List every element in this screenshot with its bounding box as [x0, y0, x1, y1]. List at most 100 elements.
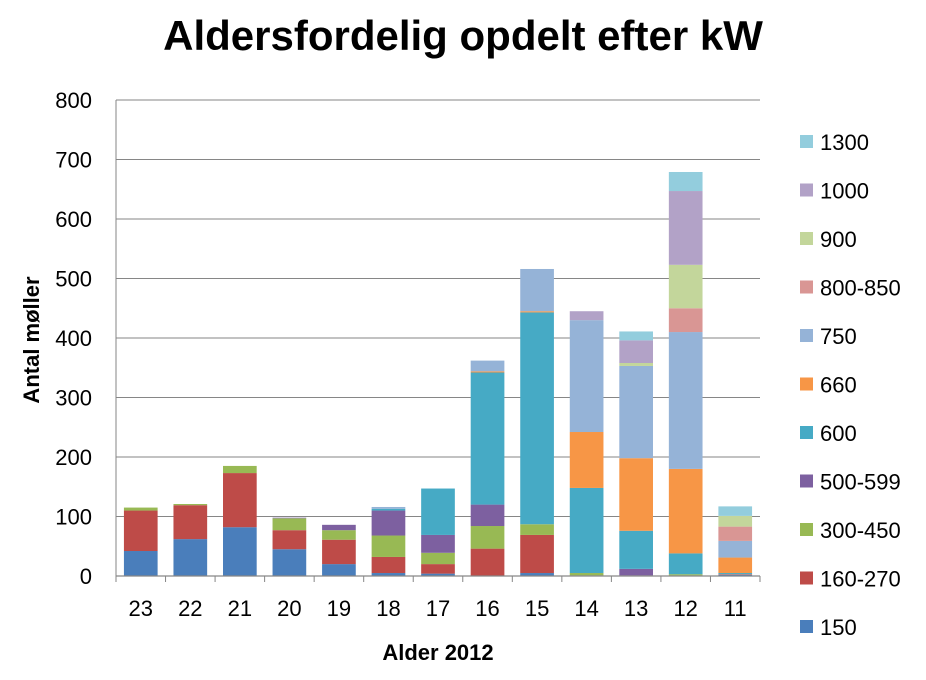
bar-segment: [569, 320, 604, 433]
legend-swatch: [800, 426, 813, 439]
y-tick-label: 0: [80, 564, 92, 589]
bar-segment: [619, 362, 653, 366]
bar-segment: [718, 540, 753, 558]
bar-segment: [569, 311, 604, 321]
bar-segment: [668, 264, 703, 309]
bar-segment: [668, 171, 703, 192]
y-tick-label: 600: [55, 207, 92, 232]
legend-swatch: [800, 232, 813, 245]
bar-segment: [520, 524, 554, 535]
legend-label: 800-850: [820, 276, 901, 301]
legend-swatch: [800, 135, 813, 148]
bar-segment: [470, 360, 505, 372]
bar-segment: [371, 573, 406, 576]
y-tick-label: 100: [55, 505, 92, 530]
bar-segment: [470, 548, 505, 576]
bar-segment: [173, 504, 208, 506]
bar-segment: [718, 526, 753, 541]
bar-segment: [173, 505, 208, 540]
bar-segment: [668, 308, 703, 333]
bar-segment: [371, 510, 406, 536]
bar-segment: [619, 568, 653, 576]
bar-segment: [718, 574, 753, 575]
bar-segment: [272, 549, 307, 576]
legend-label: 500-599: [820, 470, 901, 495]
x-tick-label: 18: [376, 596, 400, 621]
bar-segment: [668, 468, 703, 554]
legend-label: 1300: [820, 130, 869, 155]
legend-swatch: [800, 280, 813, 294]
bars: [123, 171, 753, 576]
legend-swatch: [800, 377, 813, 391]
x-tick-label: 19: [327, 596, 351, 621]
y-tick-label: 200: [55, 445, 92, 470]
bar-segment: [421, 573, 455, 576]
bar-segment: [520, 311, 554, 313]
x-tick-label: 16: [475, 596, 499, 621]
bar-segment: [619, 530, 653, 569]
legend-swatch: [800, 183, 813, 197]
bar-segment: [470, 371, 505, 373]
bar-segment: [223, 473, 257, 528]
y-tick-label: 400: [55, 326, 92, 351]
legend: 1300 1000 900 800-850 750 660 600 500-599 300-45…: [800, 130, 901, 640]
bar-segment: [223, 465, 257, 474]
bar-segment: [718, 573, 753, 575]
x-tick-label: 22: [178, 596, 202, 621]
x-tick-label: 20: [277, 596, 301, 621]
x-tick-label: 23: [129, 596, 153, 621]
bar-segment: [470, 372, 505, 505]
bar-segment: [668, 191, 703, 265]
bar-segment: [173, 539, 208, 576]
bar-segment: [123, 551, 158, 576]
x-tick-label: 14: [574, 596, 598, 621]
bar-segment: [569, 432, 604, 488]
bar-segment: [322, 530, 356, 540]
bar-segment: [470, 504, 505, 527]
bar-segment: [619, 458, 653, 531]
bar-segment: [421, 564, 455, 574]
bar-segment: [619, 340, 653, 363]
bar-segment: [371, 508, 406, 511]
bar-segment: [718, 506, 753, 516]
legend-label: 1000: [820, 179, 869, 204]
bar-segment: [123, 507, 158, 511]
x-axis-label: Alder 2012: [382, 640, 494, 665]
bar-segment: [322, 524, 356, 531]
legend-label: 150: [820, 615, 857, 640]
legend-swatch: [800, 523, 813, 536]
bar-segment: [272, 517, 307, 519]
legend-label: 600: [820, 421, 857, 446]
bar-segment: [520, 268, 554, 312]
bar-segment: [421, 488, 455, 535]
bar-segment: [520, 312, 554, 525]
bar-segment: [272, 530, 307, 550]
bar-segment: [619, 365, 653, 459]
bar-segment: [718, 515, 753, 527]
legend-swatch: [800, 620, 813, 633]
bar-segment: [668, 553, 703, 575]
y-tick-label: 700: [55, 148, 92, 173]
y-tick-label: 800: [55, 88, 92, 113]
legend-label: 900: [820, 227, 857, 252]
y-tick-label: 300: [55, 386, 92, 411]
bar-segment: [371, 506, 406, 509]
bar-segment: [371, 556, 406, 574]
bar-segment: [223, 527, 257, 576]
bar-segment: [470, 526, 505, 549]
bar-segment: [569, 573, 604, 576]
bar-segment: [619, 331, 653, 341]
bar-segment: [569, 487, 604, 574]
x-tick-label: 13: [624, 596, 648, 621]
chart-title: Aldersfordelig opdelt efter kW: [163, 12, 763, 59]
x-tick-label: 12: [673, 596, 697, 621]
legend-swatch: [800, 474, 813, 488]
y-tick-label: 500: [55, 267, 92, 292]
x-tick-label: 21: [228, 596, 252, 621]
x-tick-label: 17: [426, 596, 450, 621]
bar-segment: [421, 534, 455, 553]
legend-label: 160-270: [820, 567, 901, 592]
bar-segment: [421, 552, 455, 565]
